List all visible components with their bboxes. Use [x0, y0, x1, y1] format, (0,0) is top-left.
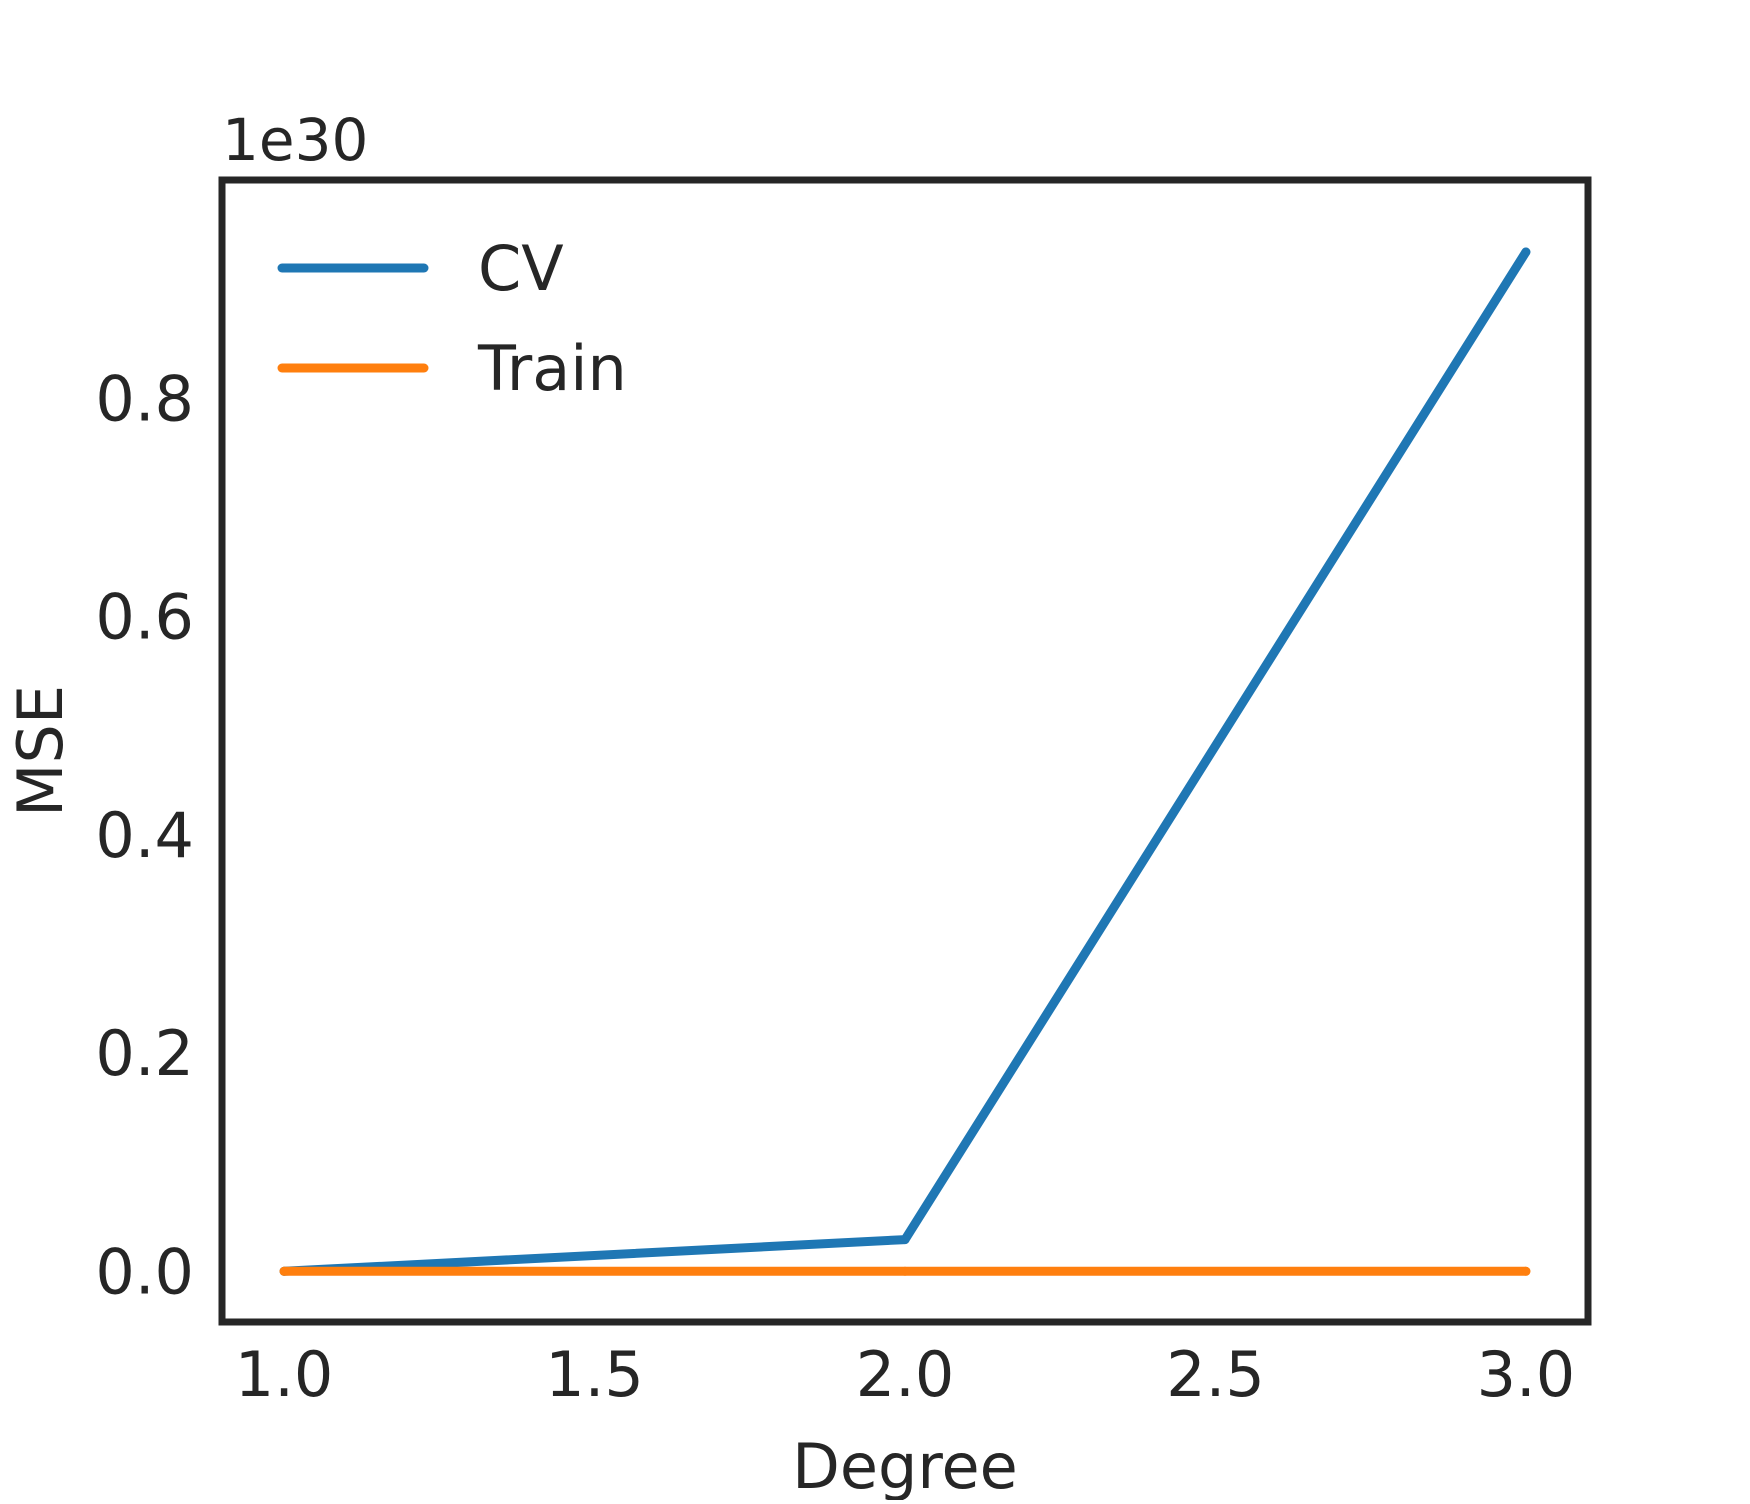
legend-label-cv: CV	[478, 232, 564, 305]
x-tick-label: 3.0	[1477, 1338, 1576, 1411]
legend-label-train: Train	[477, 332, 627, 405]
plot-background	[222, 180, 1588, 1322]
y-tick-label: 0.6	[95, 581, 194, 654]
y-tick-label: 0.0	[95, 1235, 194, 1308]
y-tick-label: 0.8	[95, 362, 194, 435]
plot-frame	[218, 176, 1592, 1326]
x-tick-labels: 1.0 1.5 2.0 2.5 3.0	[235, 1338, 1575, 1411]
y-offset-label: 1e30	[222, 106, 368, 174]
series-layer	[279, 247, 1531, 1276]
data-point-train-2	[1521, 1266, 1531, 1276]
y-tick-label: 0.4	[95, 799, 194, 872]
y-tick-label: 0.2	[95, 1017, 194, 1090]
data-point-cv-2	[1521, 247, 1531, 257]
y-tick-labels: 0.0 0.2 0.4 0.6 0.8	[95, 362, 194, 1308]
data-point-cv-1	[900, 1235, 910, 1245]
x-axis-label: Degree	[792, 1430, 1018, 1500]
legend: CV Train	[277, 232, 627, 405]
x-tick-label: 1.5	[545, 1338, 644, 1411]
y-axis-label: MSE	[4, 685, 77, 817]
x-tick-label: 2.0	[856, 1338, 955, 1411]
x-tick-label: 2.5	[1166, 1338, 1265, 1411]
x-tick-label: 1.0	[235, 1338, 334, 1411]
data-point-train-1	[900, 1266, 910, 1276]
data-point-train-0	[279, 1266, 289, 1276]
